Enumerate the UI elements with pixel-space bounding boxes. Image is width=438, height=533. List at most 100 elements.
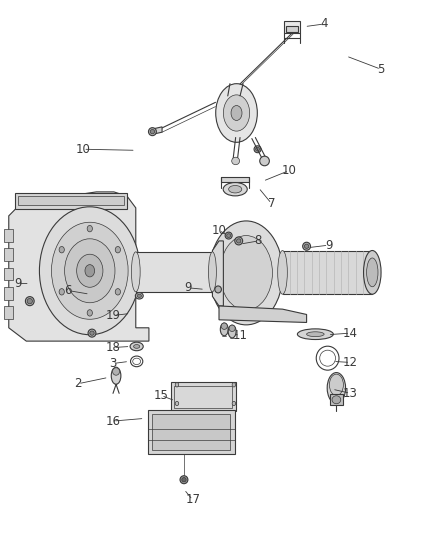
Ellipse shape (223, 182, 247, 196)
Bar (283, 251, 372, 294)
Ellipse shape (367, 258, 378, 287)
Text: 14: 14 (343, 327, 358, 340)
Ellipse shape (231, 106, 242, 120)
Ellipse shape (255, 147, 259, 151)
Bar (136, 252, 212, 292)
Ellipse shape (39, 207, 140, 335)
Bar (171, 382, 236, 411)
Text: 9: 9 (184, 281, 192, 294)
Ellipse shape (223, 95, 250, 131)
Ellipse shape (85, 265, 95, 277)
Text: 11: 11 (233, 329, 247, 342)
Ellipse shape (232, 157, 240, 165)
Ellipse shape (130, 342, 143, 351)
Ellipse shape (227, 233, 230, 237)
Ellipse shape (115, 246, 120, 253)
Text: 10: 10 (76, 143, 91, 156)
Text: 15: 15 (154, 389, 169, 402)
Text: 8: 8 (255, 235, 262, 247)
Text: 18: 18 (106, 341, 120, 354)
Bar (4, 268, 13, 280)
Ellipse shape (77, 254, 103, 287)
Text: 2: 2 (74, 377, 82, 390)
Ellipse shape (87, 310, 92, 316)
Ellipse shape (87, 225, 92, 232)
Text: 12: 12 (343, 356, 358, 369)
Bar (174, 386, 232, 408)
Polygon shape (212, 241, 223, 306)
Ellipse shape (307, 332, 324, 337)
Ellipse shape (51, 222, 128, 319)
Ellipse shape (90, 331, 94, 335)
Ellipse shape (175, 383, 179, 387)
Ellipse shape (278, 251, 287, 294)
Ellipse shape (131, 252, 140, 292)
Bar (4, 229, 13, 242)
Text: 10: 10 (282, 164, 297, 177)
Ellipse shape (64, 239, 115, 303)
Ellipse shape (297, 329, 333, 340)
Ellipse shape (232, 383, 236, 387)
Polygon shape (221, 177, 249, 182)
Ellipse shape (304, 244, 309, 248)
Ellipse shape (113, 368, 120, 375)
Ellipse shape (59, 246, 64, 253)
Ellipse shape (237, 239, 241, 243)
Polygon shape (9, 192, 149, 341)
Text: 3: 3 (110, 357, 117, 370)
Ellipse shape (327, 373, 346, 403)
Text: 6: 6 (64, 284, 72, 297)
Ellipse shape (215, 84, 257, 142)
Ellipse shape (260, 156, 269, 166)
Ellipse shape (150, 130, 155, 134)
Ellipse shape (182, 478, 186, 482)
Ellipse shape (254, 146, 261, 152)
Bar (15, 193, 127, 209)
Bar (330, 394, 343, 405)
Text: 17: 17 (185, 494, 200, 506)
Bar (152, 414, 230, 450)
Text: 4: 4 (320, 18, 328, 30)
Ellipse shape (220, 323, 228, 336)
Text: 10: 10 (212, 224, 226, 237)
Ellipse shape (208, 252, 216, 292)
Bar (286, 26, 298, 32)
Ellipse shape (135, 293, 143, 299)
Text: 7: 7 (268, 197, 276, 210)
Ellipse shape (27, 298, 32, 304)
Polygon shape (152, 127, 162, 134)
Bar (284, 21, 300, 33)
Bar (18, 196, 124, 205)
Ellipse shape (137, 294, 141, 297)
Ellipse shape (148, 128, 156, 136)
Ellipse shape (209, 221, 283, 325)
Text: 5: 5 (378, 63, 385, 76)
Ellipse shape (364, 251, 381, 294)
Ellipse shape (303, 242, 311, 250)
Polygon shape (219, 306, 307, 322)
Text: 9: 9 (14, 277, 21, 290)
Ellipse shape (229, 185, 242, 193)
Text: 19: 19 (106, 309, 120, 322)
Text: 13: 13 (343, 387, 358, 400)
Text: 9: 9 (325, 239, 332, 252)
Bar (148, 410, 235, 454)
Ellipse shape (220, 236, 272, 310)
Bar (4, 248, 13, 261)
Ellipse shape (88, 329, 96, 337)
Bar (4, 306, 13, 319)
Ellipse shape (180, 475, 188, 484)
Text: 16: 16 (106, 415, 120, 427)
Ellipse shape (115, 289, 120, 295)
Ellipse shape (332, 395, 341, 404)
Bar (4, 287, 13, 300)
Ellipse shape (228, 325, 236, 338)
Ellipse shape (229, 325, 235, 332)
Ellipse shape (25, 296, 34, 306)
Ellipse shape (235, 237, 243, 245)
Ellipse shape (329, 374, 343, 395)
Ellipse shape (221, 323, 227, 329)
Ellipse shape (225, 232, 232, 239)
Ellipse shape (111, 367, 121, 384)
Ellipse shape (134, 345, 140, 349)
